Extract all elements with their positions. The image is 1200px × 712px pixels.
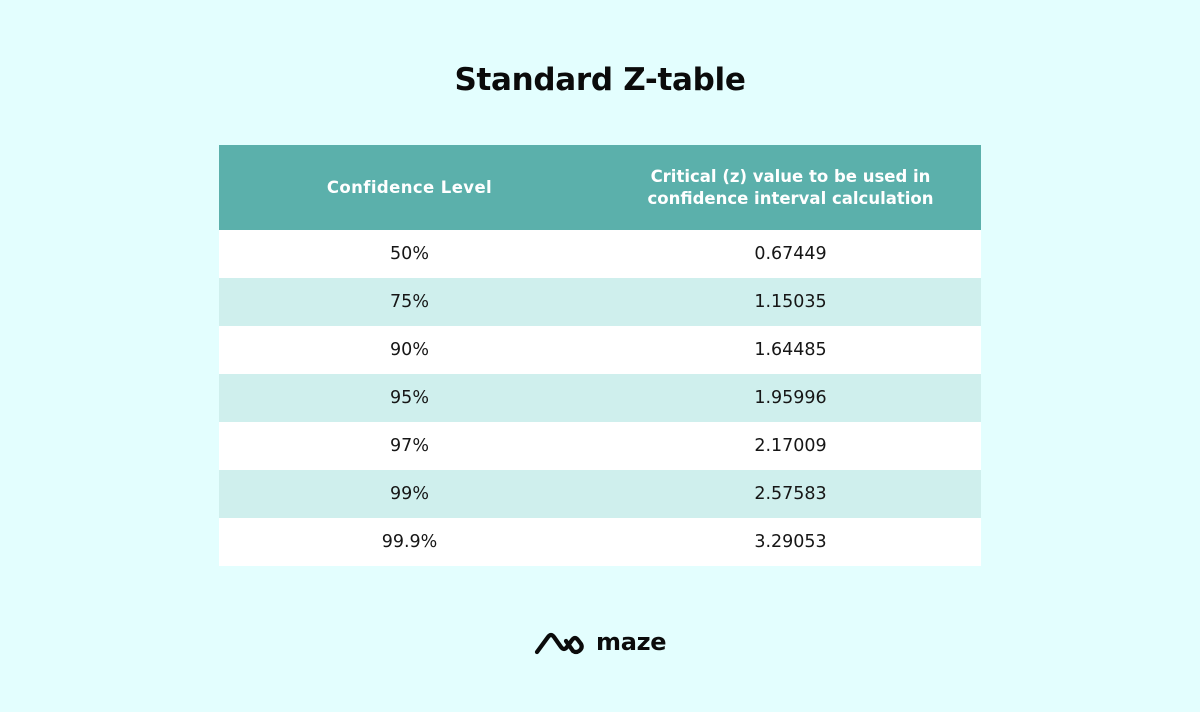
critical-value-cell: 3.29053 (600, 518, 981, 566)
column-header-confidence-level: Confidence Level (219, 145, 600, 230)
table-body: 50% 0.67449 75% 1.15035 90% 1.64485 95% 1.95996… (219, 230, 981, 566)
table-row: 95% 1.95996 (219, 374, 981, 422)
column-header-critical-value: Critical (z) value to be used in confide… (600, 145, 981, 230)
column-header-critical-value-label: Critical (z) value to be used in confide… (647, 166, 934, 208)
confidence-level-cell: 95% (219, 374, 600, 422)
confidence-level-cell: 50% (219, 230, 600, 278)
confidence-level-cell: 75% (219, 278, 600, 326)
maze-logo-text: maze (596, 628, 667, 656)
confidence-level-cell: 97% (219, 422, 600, 470)
table-header-row: Confidence Level Critical (z) value to b… (219, 145, 981, 230)
critical-value-cell: 0.67449 (600, 230, 981, 278)
confidence-level-cell: 90% (219, 326, 600, 374)
maze-logo: maze (534, 626, 667, 658)
table-row: 50% 0.67449 (219, 230, 981, 278)
table-row: 90% 1.64485 (219, 326, 981, 374)
table-row: 75% 1.15035 (219, 278, 981, 326)
confidence-level-cell: 99.9% (219, 518, 600, 566)
critical-value-cell: 2.17009 (600, 422, 981, 470)
z-table: Confidence Level Critical (z) value to b… (219, 145, 981, 566)
maze-logo-icon (534, 632, 584, 655)
table-row: 99% 2.57583 (219, 470, 981, 518)
confidence-level-cell: 99% (219, 470, 600, 518)
table-row: 97% 2.17009 (219, 422, 981, 470)
page-title: Standard Z-table (454, 62, 746, 98)
critical-value-cell: 2.57583 (600, 470, 981, 518)
table-row: 99.9% 3.29053 (219, 518, 981, 566)
critical-value-cell: 1.95996 (600, 374, 981, 422)
critical-value-cell: 1.15035 (600, 278, 981, 326)
critical-value-cell: 1.64485 (600, 326, 981, 374)
